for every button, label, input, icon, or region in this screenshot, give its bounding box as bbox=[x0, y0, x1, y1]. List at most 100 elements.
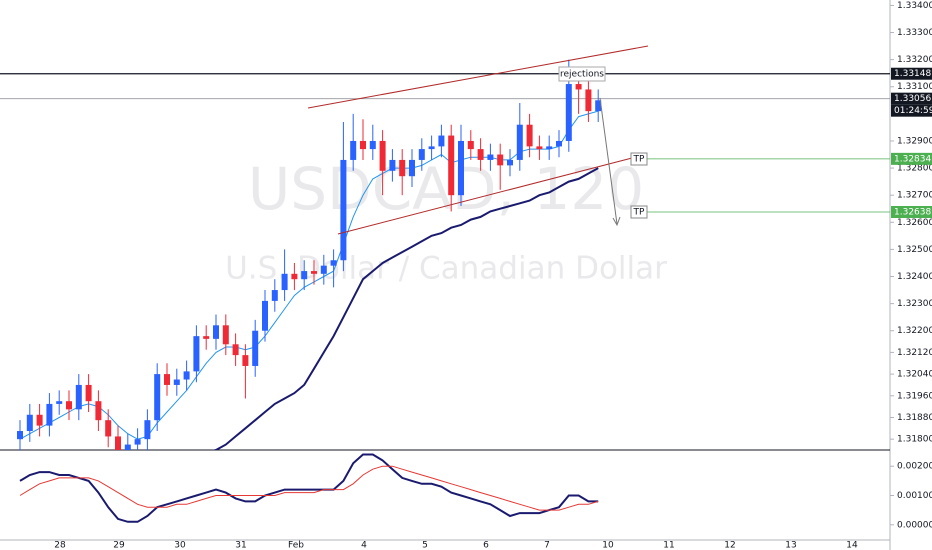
candle-body bbox=[105, 420, 112, 437]
candle-body bbox=[36, 414, 43, 426]
candle-body bbox=[242, 355, 249, 366]
candle-body bbox=[95, 401, 102, 421]
price-level-label: 1.33056 bbox=[894, 94, 931, 104]
candle-body bbox=[369, 140, 376, 150]
candle-body bbox=[340, 159, 347, 261]
x-tick-label: 4 bbox=[361, 541, 367, 550]
y-tick-label: 1.32400 bbox=[897, 272, 932, 282]
candle-body bbox=[507, 159, 513, 166]
price-level-box bbox=[891, 92, 932, 105]
candle-body bbox=[565, 84, 572, 141]
x-tick-label: 29 bbox=[113, 541, 125, 550]
x-tick-label: 7 bbox=[544, 541, 550, 550]
y-tick-label: 1.32200 bbox=[897, 326, 932, 336]
candle-body bbox=[389, 159, 396, 171]
candle-body bbox=[477, 149, 484, 160]
watermark: USDCAD, 120 bbox=[248, 155, 644, 223]
candle-body bbox=[418, 149, 425, 160]
candle-body bbox=[409, 159, 415, 177]
annotation: TP bbox=[633, 208, 645, 218]
x-tick-label: 28 bbox=[54, 541, 66, 550]
annotation-box bbox=[558, 66, 606, 82]
price-level-box bbox=[891, 205, 932, 218]
candle-body bbox=[428, 146, 435, 150]
watermark-subtitle: U.S. Dollar / Canadian Dollar bbox=[225, 251, 667, 287]
candle-body bbox=[271, 290, 278, 301]
arrow-head bbox=[612, 216, 621, 227]
x-tick-label: 14 bbox=[846, 541, 858, 550]
candle-body bbox=[330, 260, 337, 266]
candle-body bbox=[311, 271, 317, 274]
countdown: 01:24:59 bbox=[894, 106, 932, 116]
candle-body bbox=[458, 140, 464, 196]
candle-body bbox=[262, 300, 268, 331]
x-tick-label: 10 bbox=[602, 541, 614, 550]
y-tick-label: 1.32900 bbox=[897, 136, 932, 146]
candle-body bbox=[17, 431, 23, 440]
candle-body bbox=[291, 273, 298, 280]
candle-body bbox=[115, 436, 121, 450]
price-level-label: 1.32834 bbox=[894, 154, 931, 164]
y-tick-label: 1.32700 bbox=[897, 191, 932, 201]
x-tick-label: 13 bbox=[785, 541, 796, 550]
candle-body bbox=[536, 146, 543, 150]
candle-body bbox=[183, 371, 190, 380]
channel-upper bbox=[307, 45, 649, 109]
annotation: TP bbox=[633, 155, 645, 165]
x-tick-label: Feb bbox=[288, 541, 304, 550]
y-tick-label: 1.33300 bbox=[897, 28, 932, 38]
y-tick-label: 1.31800 bbox=[897, 435, 932, 445]
candle-body bbox=[124, 444, 131, 450]
annotation-box bbox=[630, 205, 648, 219]
candle-body bbox=[399, 159, 406, 177]
candle-body bbox=[360, 140, 366, 150]
candle-body bbox=[252, 330, 259, 366]
y-tick-label: 1.33200 bbox=[897, 55, 932, 65]
arrow bbox=[599, 97, 618, 225]
candle-body bbox=[56, 401, 63, 404]
candle-body bbox=[467, 140, 474, 150]
candle-body bbox=[85, 384, 92, 402]
price-level-box bbox=[891, 152, 932, 165]
candle-body bbox=[154, 374, 161, 421]
y-tick-label: 1.32800 bbox=[897, 164, 932, 174]
candle-body bbox=[546, 146, 553, 150]
candle-body bbox=[281, 273, 288, 291]
candle-body bbox=[575, 84, 582, 90]
macd-line bbox=[19, 453, 599, 523]
candle-body bbox=[556, 140, 562, 147]
x-tick-label: 30 bbox=[174, 541, 186, 550]
y-tick-label: 1.31960 bbox=[897, 391, 932, 401]
x-tick-label: 31 bbox=[235, 541, 246, 550]
candle-body bbox=[26, 414, 33, 432]
price-pane bbox=[0, 59, 890, 450]
candle-body bbox=[585, 89, 592, 112]
y-tick-label: 0.00200 bbox=[897, 462, 932, 472]
candle-body bbox=[487, 154, 494, 160]
candle-body bbox=[173, 379, 180, 385]
x-tick-label: 6 bbox=[483, 541, 489, 550]
candle-body bbox=[213, 325, 219, 339]
channel-lower bbox=[337, 157, 633, 235]
axes: 1.33400 1.33300 1.33200 1.33100 1.32900 1.328… bbox=[54, 1, 932, 550]
y-tick-label: 1.32300 bbox=[897, 299, 932, 309]
annotation-box bbox=[630, 152, 648, 166]
x-tick-label: 12 bbox=[724, 541, 735, 550]
price-level-label: 1.33148 bbox=[894, 69, 931, 79]
x-tick-label: 5 bbox=[422, 541, 428, 550]
y-tick-label: 0.00000 bbox=[897, 520, 932, 530]
y-tick-label: 1.33400 bbox=[897, 1, 932, 11]
candle-body bbox=[164, 374, 170, 385]
candle-body bbox=[320, 265, 327, 274]
candle-body bbox=[595, 100, 602, 112]
candle-body bbox=[134, 439, 141, 445]
price-level-box bbox=[891, 67, 932, 80]
candle-body bbox=[203, 336, 210, 339]
candle-body bbox=[379, 140, 386, 171]
candle-body bbox=[301, 271, 308, 280]
candle-body bbox=[193, 336, 200, 372]
y-tick-label: 0.00100 bbox=[897, 491, 932, 501]
candle-body bbox=[46, 403, 53, 426]
moving-average bbox=[212, 167, 599, 450]
